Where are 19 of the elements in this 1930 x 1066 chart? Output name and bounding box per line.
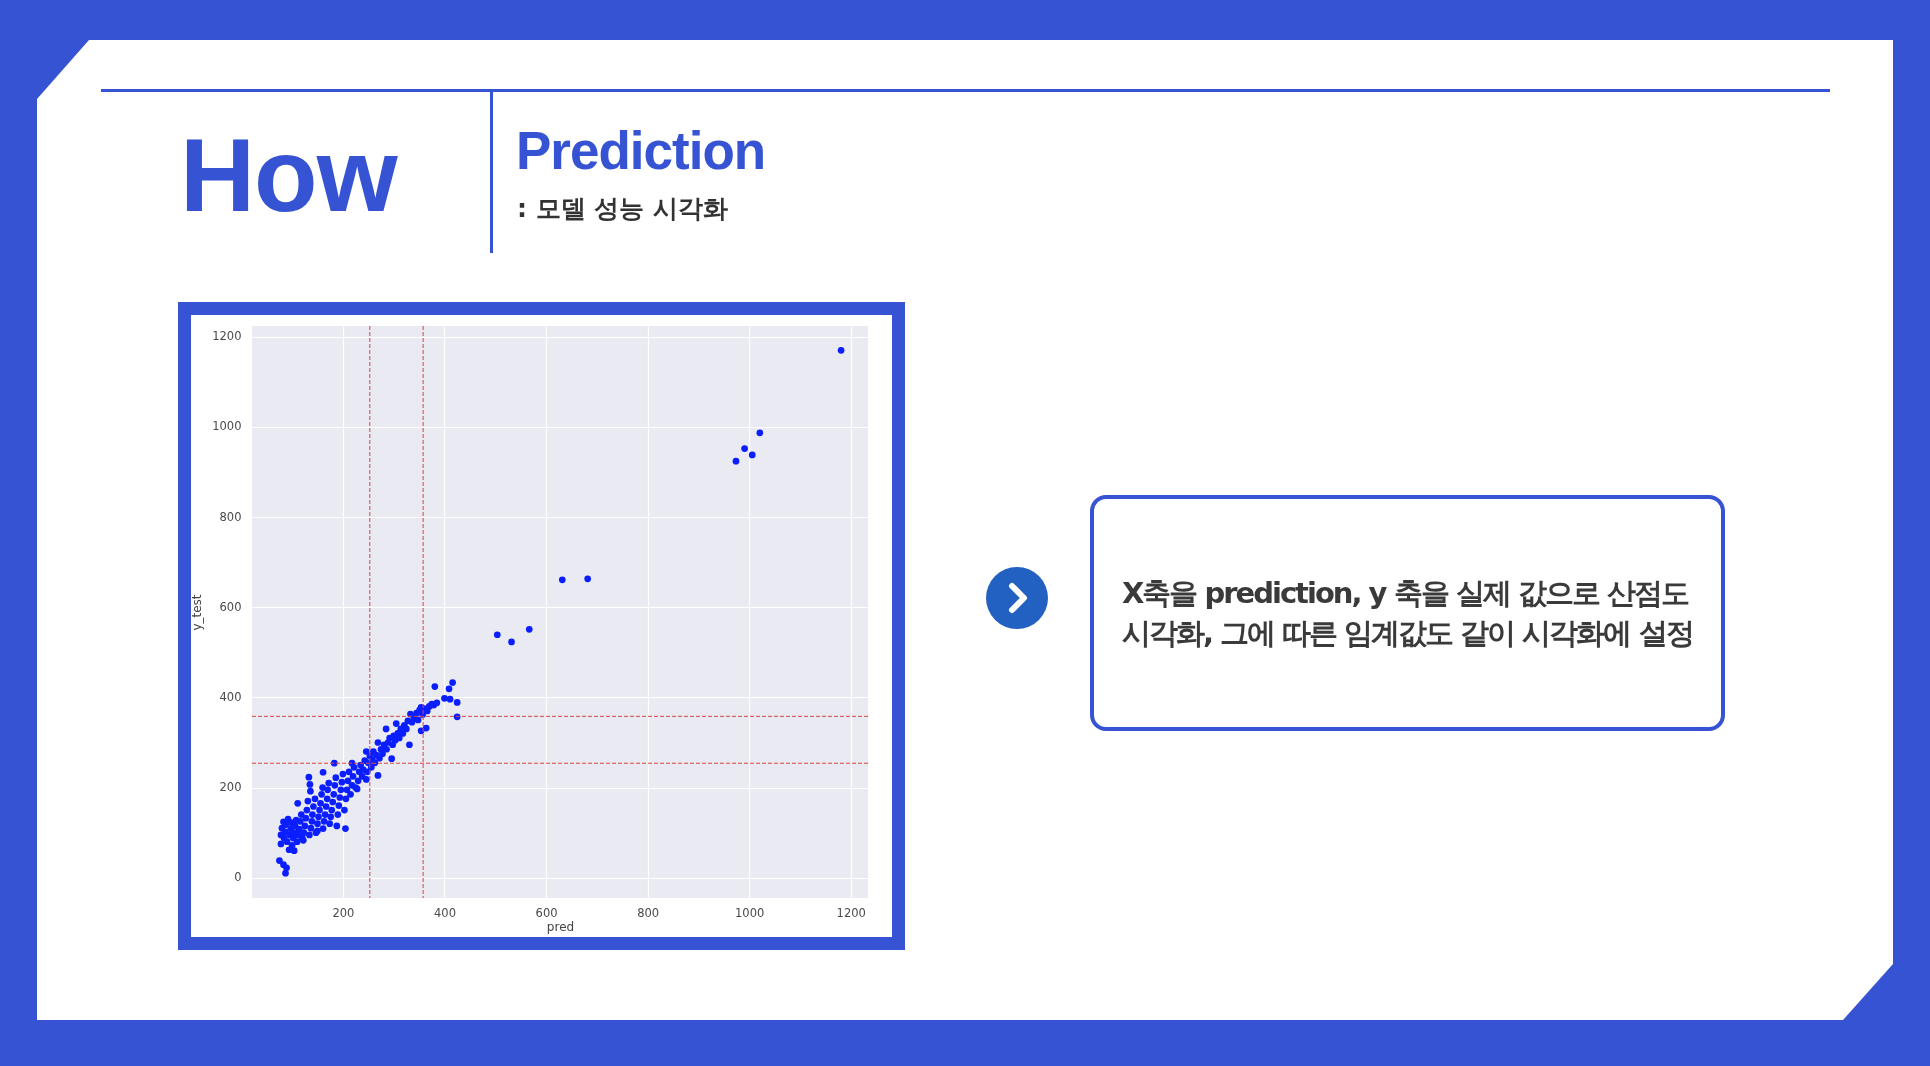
y-tick-label: 1000	[212, 419, 242, 434]
x-tick-label: 600	[535, 905, 558, 920]
chart-title: Prediction	[516, 121, 766, 180]
callout-box: X축을 prediction, y 축을 실제 값으로 산점도 시각화, 그에 따른 임계값도 같이 시각화에 설정	[1090, 495, 1725, 731]
chart-subtitle: : 모델 성능 시각화	[517, 193, 729, 225]
x-tick-label: 800	[637, 905, 660, 920]
x-axis-title: pred	[546, 920, 575, 934]
y-tick-label: 800	[219, 509, 242, 524]
y-tick-label: 600	[219, 599, 242, 614]
y-tick-label: 400	[219, 689, 242, 704]
y-tick-label: 200	[219, 780, 242, 795]
x-tick-label: 1000	[735, 905, 765, 920]
x-tick-label: 1200	[836, 905, 866, 920]
y-tick-label: 0	[234, 870, 242, 885]
y-axis-title: y_test	[190, 594, 205, 631]
x-tick-label: 400	[433, 905, 456, 920]
text: How	[180, 117, 397, 233]
x-tick-label: 200	[332, 905, 355, 920]
y-tick-label: 1200	[212, 329, 242, 344]
